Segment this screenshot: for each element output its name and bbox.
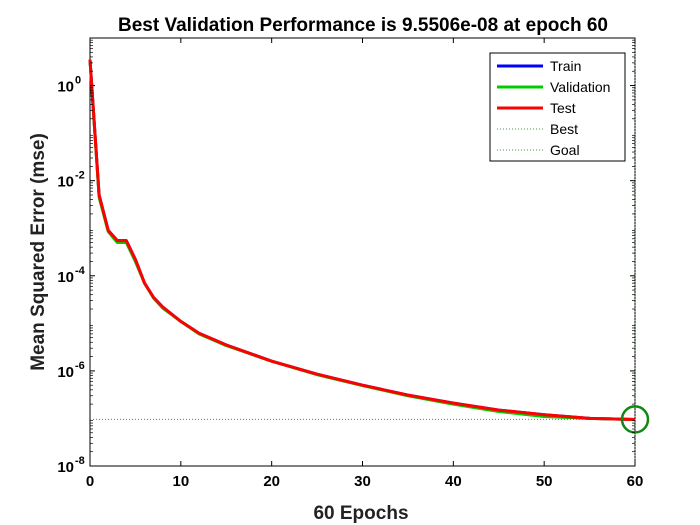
y-tick-label: 10 xyxy=(57,459,74,476)
x-tick-label: 10 xyxy=(172,473,189,490)
x-tick-label: 50 xyxy=(536,473,553,490)
x-tick-label: 20 xyxy=(263,473,280,490)
y-tick-label: 10 xyxy=(57,269,74,286)
y-tick-exponent: -4 xyxy=(75,265,86,277)
best-epoch-marker xyxy=(620,405,650,434)
y-tick-label: 10 xyxy=(57,174,74,191)
legend-label-train: Train xyxy=(550,58,581,74)
reference-lines xyxy=(90,38,636,466)
x-tick-label: 0 xyxy=(86,473,94,490)
y-tick-label: 10 xyxy=(57,364,74,381)
legend-label-best: Best xyxy=(550,121,578,137)
legend-label-goal: Goal xyxy=(550,142,580,158)
legend-label-test: Test xyxy=(550,100,576,116)
best-marker-layer xyxy=(620,405,650,434)
legend-label-validation: Validation xyxy=(550,79,610,95)
x-tick-label: 60 xyxy=(627,473,644,490)
series-lines xyxy=(88,59,636,421)
chart-title: Best Validation Performance is 9.5506e-0… xyxy=(118,15,608,36)
y-tick-exponent: -2 xyxy=(75,170,85,182)
y-axis-label: Mean Squared Error (mse) xyxy=(28,133,49,371)
y-tick-exponent: 0 xyxy=(75,75,81,87)
series-line-test xyxy=(88,59,636,421)
x-tick-label: 30 xyxy=(354,473,371,490)
y-tick-exponent: -8 xyxy=(75,455,85,467)
x-axis-label: 60 Epochs xyxy=(313,503,408,524)
y-tick-label: 10 xyxy=(57,79,74,96)
legend: Train Validation Test Best Goal xyxy=(489,52,626,162)
x-axis-ticks: 0 10 20 30 40 50 60 xyxy=(86,38,644,490)
y-tick-exponent: -6 xyxy=(75,360,85,372)
x-tick-label: 40 xyxy=(445,473,462,490)
